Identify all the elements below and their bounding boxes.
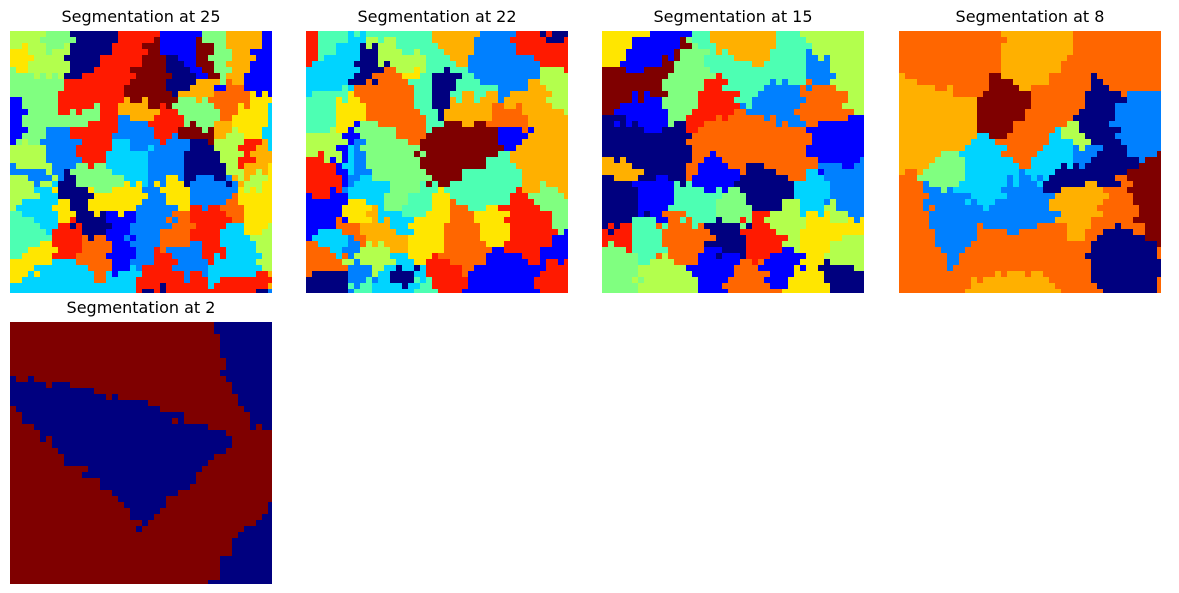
- panel-title: Segmentation at 25: [61, 7, 221, 26]
- segmentation-map-svg: [899, 31, 1161, 293]
- segmentation-map-image: [10, 31, 272, 293]
- segmentation-map-image: [306, 31, 568, 293]
- panel-title: Segmentation at 22: [357, 7, 517, 26]
- segmentation-map-image: [602, 31, 864, 293]
- segmentation-map-svg: [602, 31, 864, 293]
- segmentation-map-svg: [10, 322, 272, 584]
- panel-title: Segmentation at 15: [653, 7, 813, 26]
- panel-title: Segmentation at 2: [66, 298, 216, 317]
- panel-title: Segmentation at 8: [955, 7, 1105, 26]
- segmentation-map-image: [10, 322, 272, 584]
- segmentation-map-image: [899, 31, 1161, 293]
- segmentation-map-svg: [10, 31, 272, 293]
- segmentation-map-svg: [306, 31, 568, 293]
